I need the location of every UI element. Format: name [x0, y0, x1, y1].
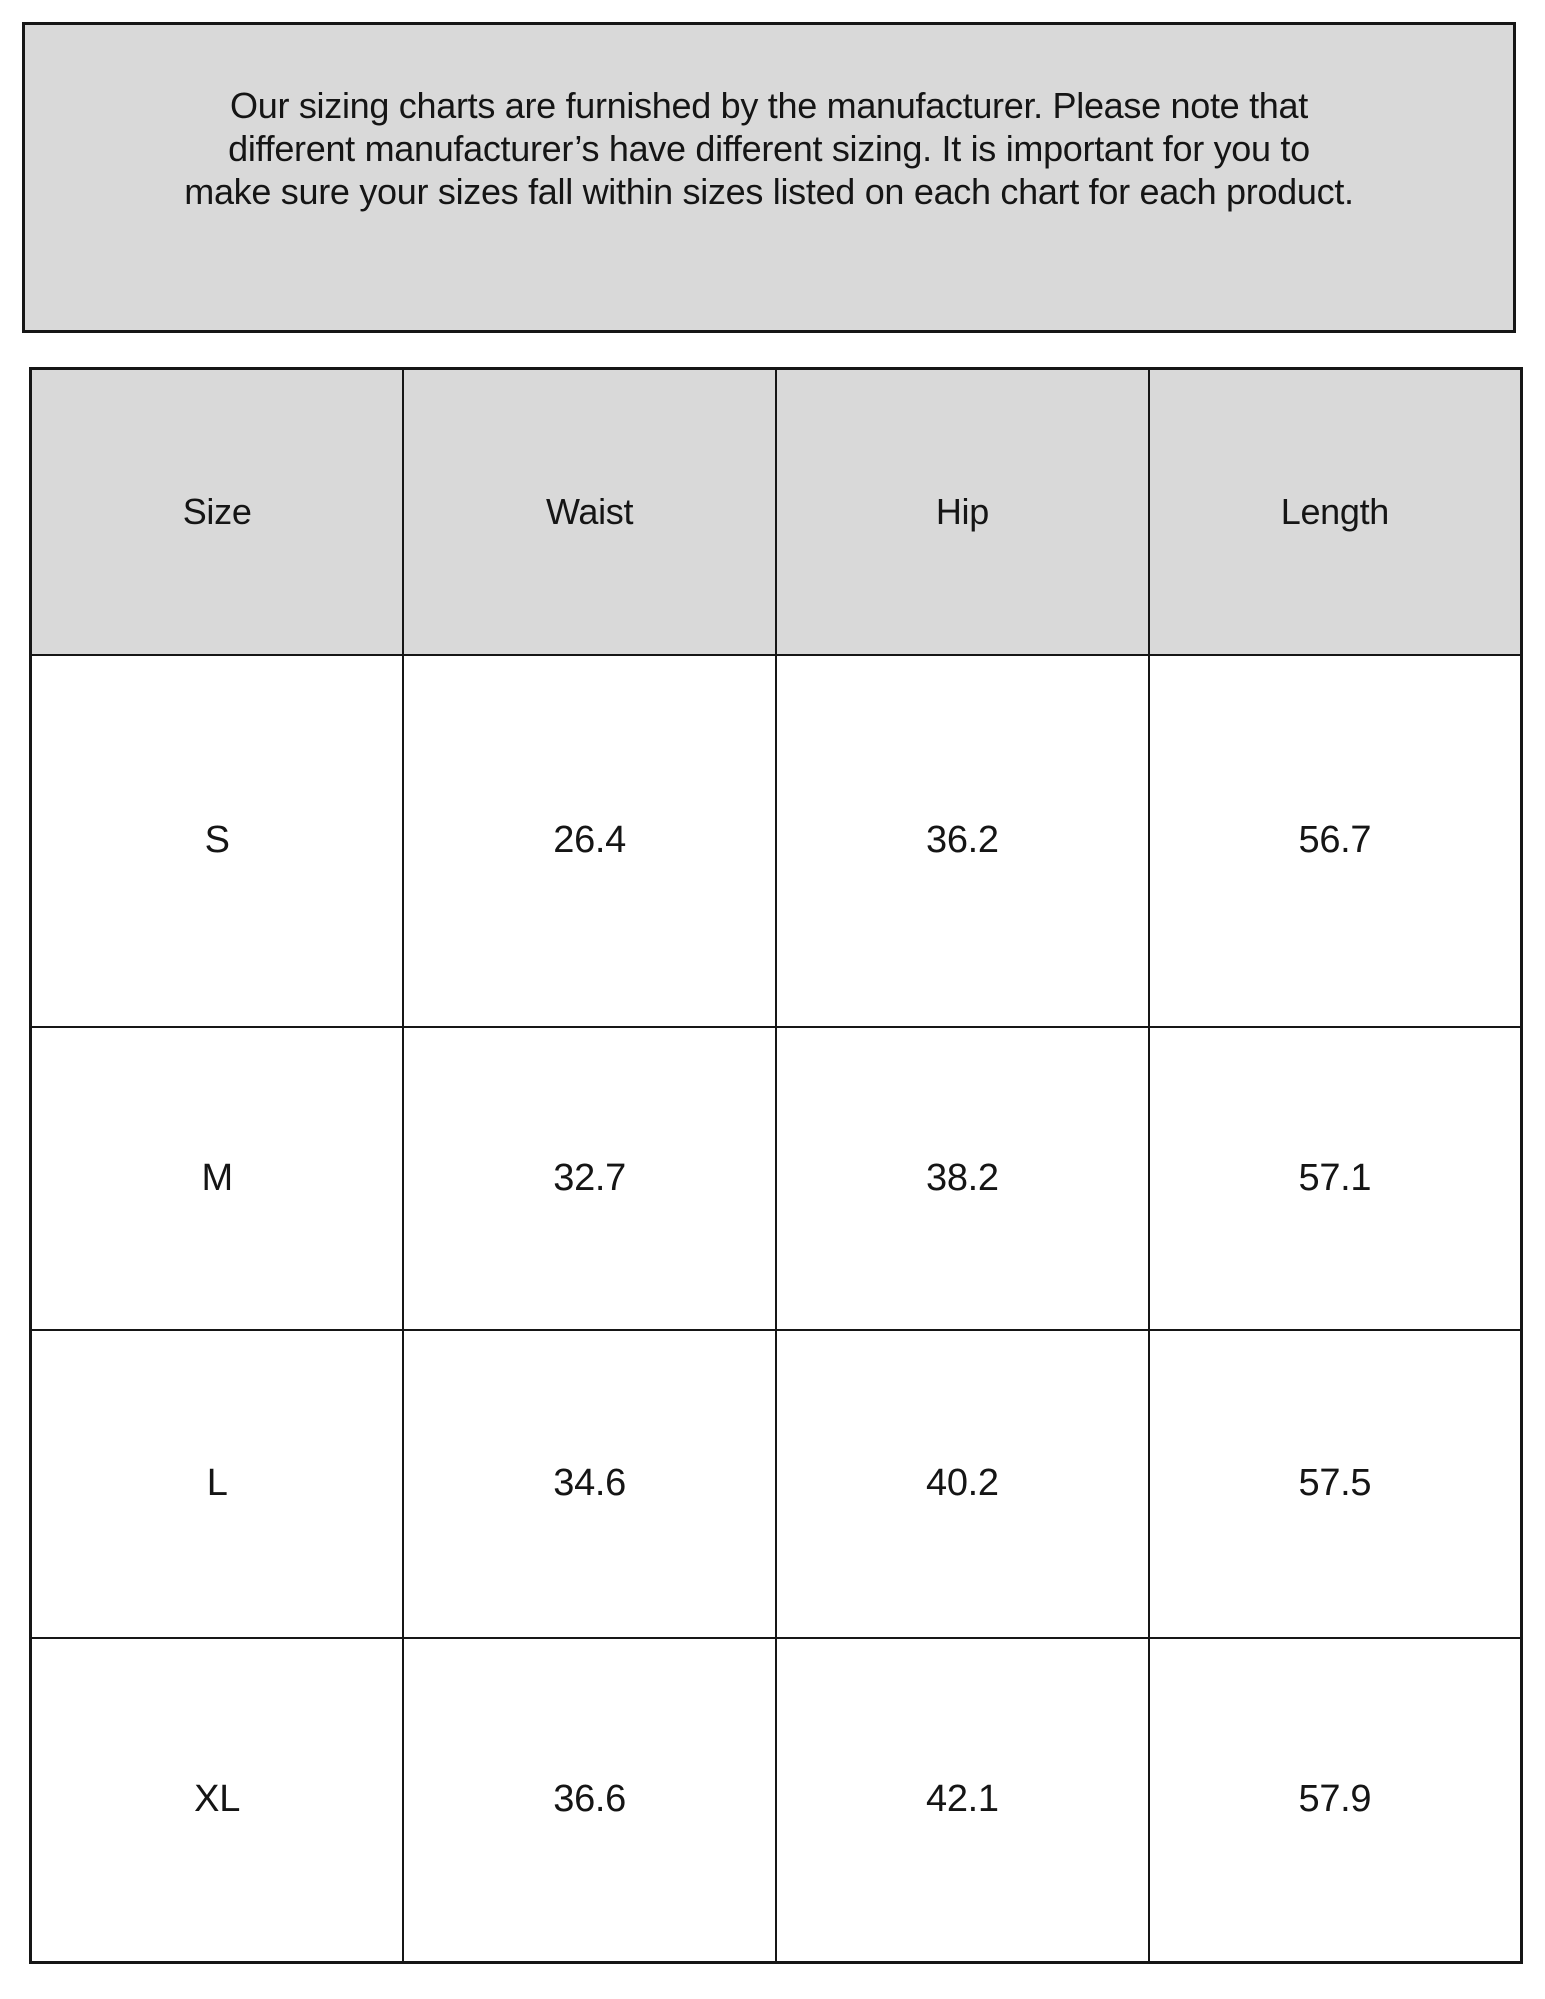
column-header-waist: Waist: [402, 367, 777, 656]
hip-cell: 38.2: [775, 1025, 1150, 1331]
size-cell: M: [29, 1025, 405, 1331]
table-row-l: L 34.6 40.2 57.5: [29, 1328, 1523, 1639]
size-cell: L: [29, 1328, 405, 1639]
column-header-hip: Hip: [775, 367, 1150, 656]
header-row: Size Waist Hip Length: [29, 367, 1523, 656]
notice-line-2: different manufacturer’s have different …: [228, 128, 1310, 169]
sizing-notice-box: Our sizing charts are furnished by the m…: [22, 22, 1516, 333]
hip-cell: 36.2: [775, 653, 1150, 1028]
hip-cell: 40.2: [775, 1328, 1150, 1639]
waist-cell: 26.4: [402, 653, 777, 1028]
waist-cell: 32.7: [402, 1025, 777, 1331]
size-cell: XL: [29, 1636, 405, 1964]
length-cell: 57.5: [1147, 1328, 1523, 1639]
column-header-length: Length: [1147, 367, 1523, 656]
length-cell: 57.1: [1147, 1025, 1523, 1331]
sizing-table-header: Size Waist Hip Length: [29, 367, 1523, 656]
table-row-xl: XL 36.6 42.1 57.9: [29, 1636, 1523, 1964]
sizing-table: Size Waist Hip Length S 26.4 36.2 56.7 M…: [29, 367, 1523, 1964]
hip-cell: 42.1: [775, 1636, 1150, 1964]
table-row-s: S 26.4 36.2 56.7: [29, 653, 1523, 1028]
length-cell: 56.7: [1147, 653, 1523, 1028]
column-header-size: Size: [29, 367, 405, 656]
waist-cell: 36.6: [402, 1636, 777, 1964]
table-row-m: M 32.7 38.2 57.1: [29, 1025, 1523, 1331]
notice-line-3: make sure your sizes fall within sizes l…: [184, 171, 1354, 212]
waist-cell: 34.6: [402, 1328, 777, 1639]
length-cell: 57.9: [1147, 1636, 1523, 1964]
notice-line-1: Our sizing charts are furnished by the m…: [230, 85, 1308, 126]
size-cell: S: [29, 653, 405, 1028]
sizing-table-body: S 26.4 36.2 56.7 M 32.7 38.2 57.1 L 34.6…: [29, 653, 1523, 1964]
